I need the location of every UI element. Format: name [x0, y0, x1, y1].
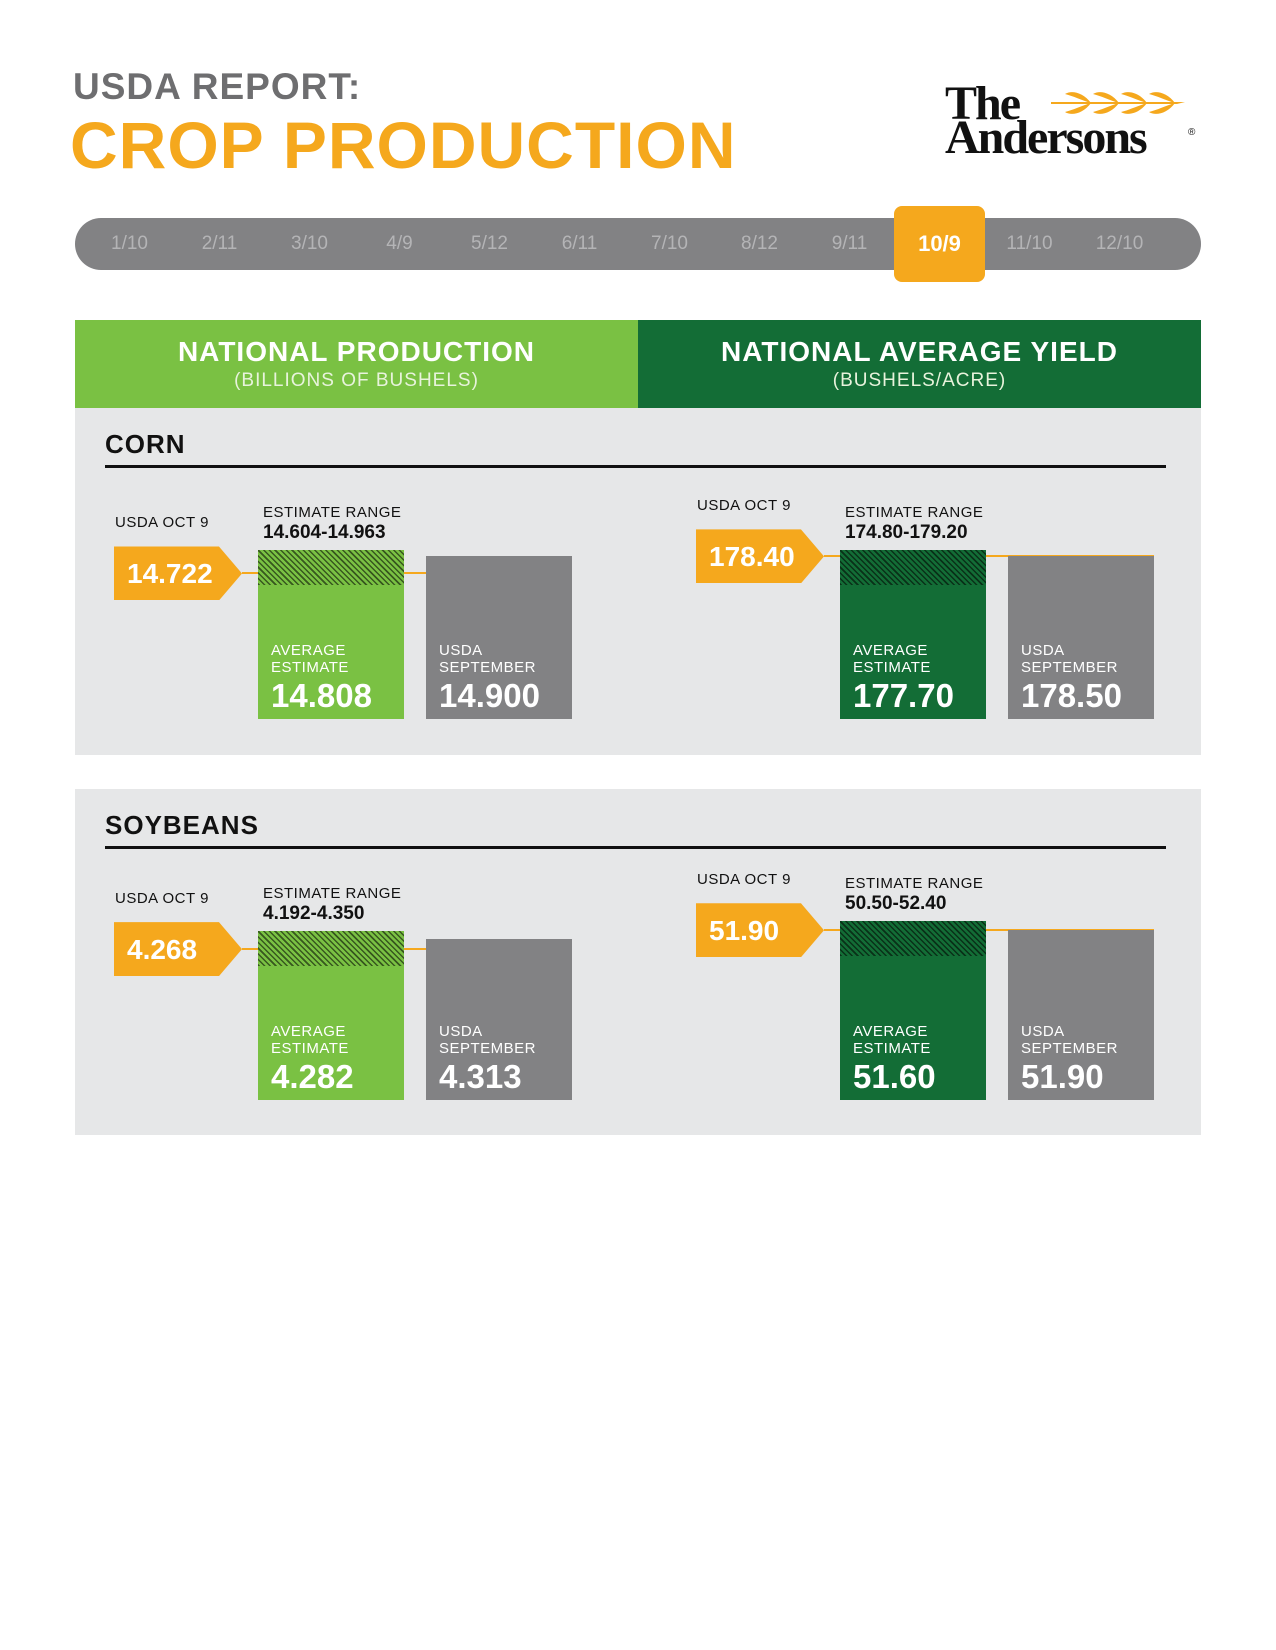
logo-line-2: Andersons	[945, 111, 1148, 164]
corn-yield-september-value: 178.50	[1021, 676, 1122, 714]
timeline-date[interactable]: 9/11	[831, 233, 868, 254]
soybeans-production-average-estimate-marker	[258, 946, 404, 947]
corn-production-range-value: 14.604-14.963	[263, 522, 386, 543]
corn-yield-september-line2: SEPTEMBER	[1021, 658, 1119, 676]
corn-yield-usda-september-bar: USDA SEPTEMBER 178.50	[1008, 555, 1154, 719]
timeline-date[interactable]: 6/11	[561, 233, 598, 254]
corn-yield-average-line2: ESTIMATE	[853, 659, 931, 676]
corn-yield-range-label: ESTIMATE RANGE	[845, 504, 984, 521]
soybeans-production-average-value: 4.282	[271, 1058, 354, 1095]
soybeans-yield-average-estimate-marker	[840, 936, 986, 937]
timeline-date[interactable]: 4/9	[386, 233, 413, 254]
timeline-date[interactable]: 11/10	[1006, 233, 1053, 254]
national-production-title: NATIONAL PRODUCTION	[177, 336, 536, 367]
corn-production-september-line1: USDA	[439, 641, 483, 659]
national-production-header: NATIONAL PRODUCTION (BILLIONS OF BUSHELS…	[75, 320, 638, 408]
soybeans-section-title: SOYBEANS	[105, 810, 259, 840]
soybeans-yield-average-value: 51.60	[853, 1058, 936, 1095]
timeline-date[interactable]: 3/10	[291, 233, 328, 254]
timeline-date[interactable]: 10/9	[894, 206, 985, 282]
national-yield-header: NATIONAL AVERAGE YIELD (BUSHELS/ACRE)	[638, 320, 1201, 408]
timeline-date[interactable]: 1/10	[111, 233, 148, 254]
corn-production-usda-oct9-flag: 14.722	[114, 546, 242, 601]
national-yield-title: NATIONAL AVERAGE YIELD	[721, 336, 1118, 367]
logo-line-1: The	[945, 77, 1021, 130]
corn-production-average-line2: ESTIMATE	[271, 659, 349, 676]
soybeans-production-estimate-range-band	[258, 931, 404, 966]
corn-production-september-value: 14.900	[439, 676, 540, 714]
soybeans-production-usda-label: USDA OCT 9	[115, 890, 209, 908]
soybeans-yield-usda-oct9-flag: 51.90	[696, 903, 824, 958]
corn-yield-september-line1: USDA	[1021, 641, 1065, 659]
soybeans-production-average-line2: ESTIMATE	[271, 1040, 349, 1057]
corn-production-estimate-range-band	[258, 550, 404, 585]
corn-production-usda-label: USDA OCT 9	[115, 514, 209, 532]
wheat-icon	[1051, 92, 1185, 114]
corn-production-usda-oct9-line	[242, 572, 572, 575]
corn-yield-range-value: 174.80-179.20	[845, 522, 968, 543]
timeline-date[interactable]: 5/12	[471, 233, 508, 254]
soybeans-production-usda-september-bar: USDA SEPTEMBER 4.313	[426, 939, 572, 1100]
timeline-date[interactable]: 7/10	[651, 233, 688, 254]
soybeans-yield-usda-oct9-value: 51.90	[709, 915, 780, 947]
logo-registered-mark: ®	[1188, 127, 1196, 138]
report-date-timeline	[75, 218, 1201, 270]
soybeans-production-september-line1: USDA	[439, 1022, 483, 1040]
report-title: CROP PRODUCTION	[70, 108, 737, 182]
soybeans-production-usda-oct9-flag: 4.268	[114, 922, 242, 977]
soybeans-production-average-estimate-bar: AVERAGE ESTIMATE 4.282	[258, 931, 404, 1100]
corn-yield-average-estimate-bar: AVERAGE ESTIMATE 177.70	[840, 550, 986, 719]
corn-yield-usda-oct9-value: 178.40	[709, 541, 795, 573]
corn-yield-average-value: 177.70	[853, 677, 954, 714]
corn-production-average-estimate-marker	[258, 565, 404, 566]
corn-yield-usda-oct9-line	[824, 555, 1154, 558]
soybeans-yield-estimate-range-band	[840, 921, 986, 956]
soybeans-yield-september-line1: USDA	[1021, 1022, 1065, 1040]
soybeans-yield-usda-oct9-line	[824, 929, 1154, 932]
corn-yield-average-line1: AVERAGE	[853, 642, 928, 659]
soybeans-yield-average-estimate-bar: AVERAGE ESTIMATE 51.60	[840, 921, 986, 1100]
corn-production-usda-september-bar: USDA SEPTEMBER 14.900	[426, 556, 572, 719]
corn-production-range-label: ESTIMATE RANGE	[263, 504, 402, 521]
andersons-logo: The Andersons ®	[945, 77, 1196, 170]
corn-section-rule	[105, 465, 1166, 468]
national-yield-unit: (BUSHELS/ACRE)	[832, 370, 1007, 391]
national-production-unit: (BILLIONS OF BUSHELS)	[234, 370, 479, 391]
soybeans-production-usda-oct9-value: 4.268	[127, 934, 198, 966]
corn-production-average-line1: AVERAGE	[271, 642, 346, 659]
corn-production-usda-oct9-value: 14.722	[127, 558, 213, 590]
corn-yield-estimate-range-band	[840, 550, 986, 585]
report-subtitle: USDA REPORT:	[73, 66, 362, 107]
soybeans-production-average-line1: AVERAGE	[271, 1023, 346, 1040]
timeline-date[interactable]: 12/10	[1095, 233, 1144, 254]
timeline-date[interactable]: 2/11	[201, 233, 238, 254]
corn-yield-usda-oct9-flag: 178.40	[696, 529, 824, 584]
soybeans-yield-september-value: 51.90	[1021, 1057, 1104, 1095]
soybeans-production-september-line2: SEPTEMBER	[439, 1039, 537, 1057]
soybeans-yield-range-value: 50.50-52.40	[845, 893, 947, 914]
soybeans-section-rule	[105, 846, 1166, 849]
soybeans-production-range-value: 4.192-4.350	[263, 903, 365, 924]
corn-production-september-line2: SEPTEMBER	[439, 658, 537, 676]
soybeans-yield-range-label: ESTIMATE RANGE	[845, 875, 984, 892]
soybeans-production-usda-oct9-line	[242, 948, 572, 951]
corn-yield-usda-label: USDA OCT 9	[697, 497, 791, 515]
corn-section-title: CORN	[105, 429, 186, 459]
soybeans-yield-average-line1: AVERAGE	[853, 1023, 928, 1040]
corn-production-average-estimate-bar: AVERAGE ESTIMATE 14.808	[258, 550, 404, 719]
soybeans-yield-september-line2: SEPTEMBER	[1021, 1039, 1119, 1057]
soybeans-yield-usda-september-bar: USDA SEPTEMBER 51.90	[1008, 930, 1154, 1100]
corn-production-average-value: 14.808	[271, 677, 372, 714]
soybeans-production-range-label: ESTIMATE RANGE	[263, 885, 402, 902]
soybeans-production-september-value: 4.313	[439, 1057, 522, 1095]
soybeans-yield-usda-label: USDA OCT 9	[697, 871, 791, 889]
timeline-date[interactable]: 8/12	[741, 233, 778, 254]
corn-yield-average-estimate-marker	[840, 562, 986, 563]
soybeans-yield-average-line2: ESTIMATE	[853, 1040, 931, 1057]
